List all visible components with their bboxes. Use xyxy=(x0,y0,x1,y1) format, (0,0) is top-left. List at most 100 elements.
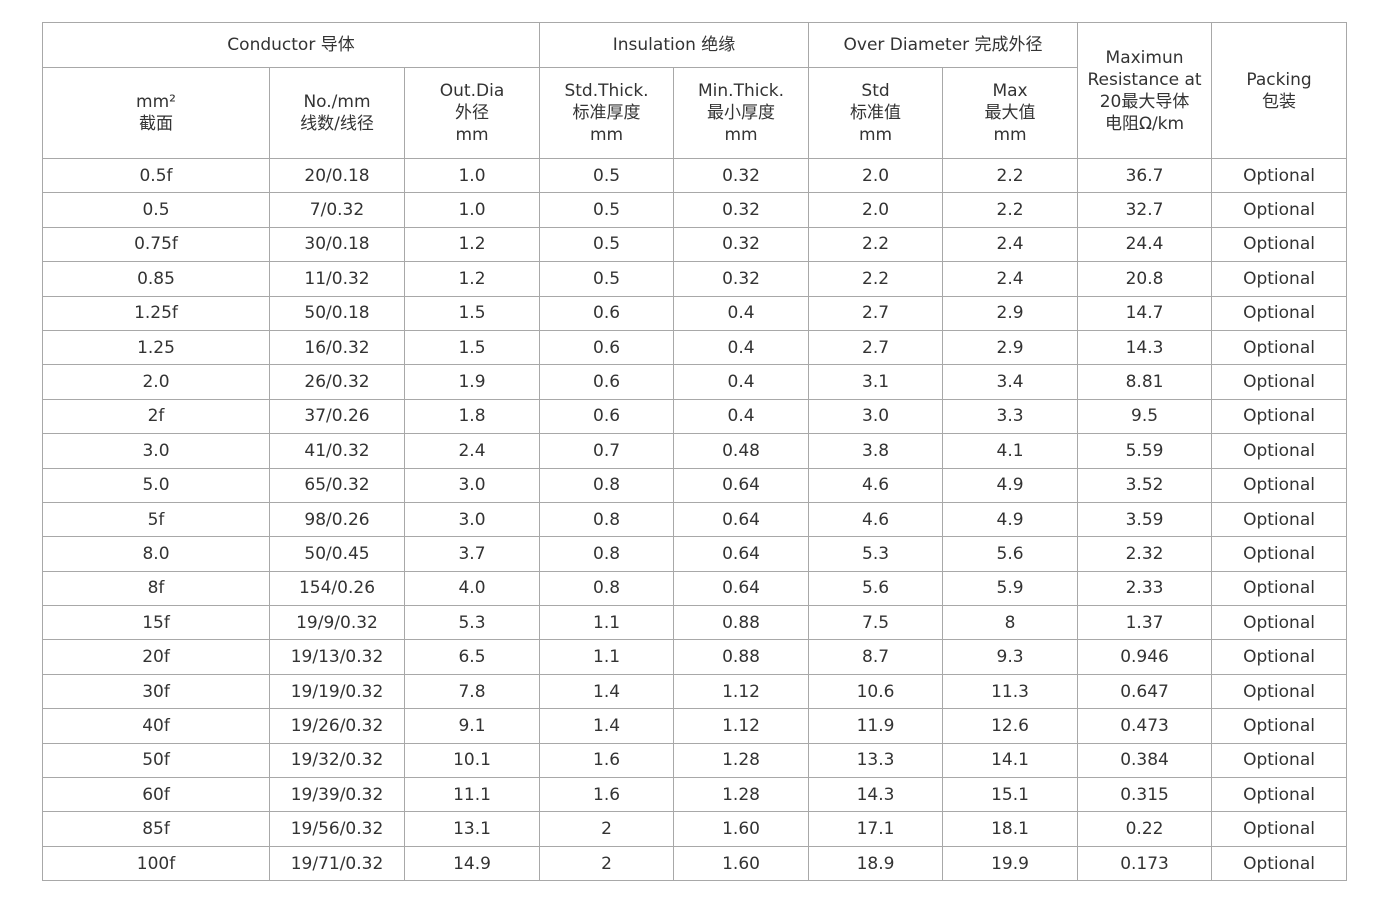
cell-std-thick: 0.6 xyxy=(539,364,675,400)
cell-resistance: 36.7 xyxy=(1077,157,1213,194)
cell-packing: Optional xyxy=(1211,433,1348,469)
cell-od-std: 2.7 xyxy=(808,295,944,331)
cell-strands: 37/0.26 xyxy=(269,398,405,435)
cell-od-std: 7.5 xyxy=(808,605,944,641)
cell-resistance: 0.473 xyxy=(1077,708,1213,744)
cell-strands: 30/0.18 xyxy=(269,226,405,263)
cell-packing: Optional xyxy=(1211,742,1348,779)
cell-packing: Optional xyxy=(1211,329,1348,366)
cell-strands: 50/0.45 xyxy=(269,536,405,572)
cell-strands: 19/56/0.32 xyxy=(269,811,405,847)
cell-od-std: 3.8 xyxy=(808,433,944,469)
cell-min-thick: 1.12 xyxy=(673,673,810,710)
cell-od-max: 3.3 xyxy=(942,398,1079,435)
cell-resistance: 0.384 xyxy=(1077,742,1213,779)
header-line: Maximun xyxy=(1105,47,1184,68)
cell-packing: Optional xyxy=(1211,673,1348,710)
cell-packing: Optional xyxy=(1211,261,1348,297)
cell-out-dia: 1.5 xyxy=(403,329,541,366)
cell-resistance: 0.22 xyxy=(1077,811,1213,847)
cell-area: 5.0 xyxy=(42,467,270,503)
cell-area: 15f xyxy=(42,605,270,641)
cell-resistance: 5.59 xyxy=(1077,433,1213,469)
cell-resistance: 24.4 xyxy=(1077,226,1213,263)
header-line: Std.Thick. xyxy=(564,81,649,101)
cell-resistance: 9.5 xyxy=(1077,398,1213,435)
cell-strands: 16/0.32 xyxy=(269,329,405,366)
cell-area: 1.25f xyxy=(42,295,270,331)
header-line: Max xyxy=(992,81,1028,101)
cell-strands: 7/0.32 xyxy=(269,192,405,228)
header-line: 线数/线径 xyxy=(300,114,374,134)
cell-od-std: 17.1 xyxy=(808,811,944,847)
cell-out-dia: 13.1 xyxy=(403,811,541,847)
cell-std-thick: 1.4 xyxy=(539,673,675,710)
cell-od-max: 14.1 xyxy=(942,742,1079,779)
cell-packing: Optional xyxy=(1211,501,1348,538)
cell-std-thick: 0.8 xyxy=(539,536,675,572)
cell-out-dia: 6.5 xyxy=(403,639,541,675)
header-line: 外径 xyxy=(455,103,490,123)
cell-out-dia: 2.4 xyxy=(403,433,541,469)
cell-strands: 19/39/0.32 xyxy=(269,777,405,813)
table-row: 5f 98/0.26 3.0 0.8 0.64 4.6 4.9 3.59 Optional xyxy=(42,501,1348,538)
cell-min-thick: 0.32 xyxy=(673,192,810,228)
cell-packing: Optional xyxy=(1211,295,1348,331)
header-line: Std xyxy=(861,81,890,101)
cell-strands: 50/0.18 xyxy=(269,295,405,331)
cell-area: 20f xyxy=(42,639,270,675)
col-od-std: Std 标准值 mm xyxy=(808,67,944,159)
col-packing: Packing 包装 xyxy=(1211,22,1348,159)
cell-od-max: 19.9 xyxy=(942,845,1079,882)
header-line: Min.Thick. xyxy=(698,81,785,101)
cell-od-max: 9.3 xyxy=(942,639,1079,675)
table-row: 2f 37/0.26 1.8 0.6 0.4 3.0 3.3 9.5 Optional xyxy=(42,398,1348,435)
cell-resistance: 2.33 xyxy=(1077,570,1213,607)
cell-od-std: 3.0 xyxy=(808,398,944,435)
cell-min-thick: 0.64 xyxy=(673,536,810,572)
cell-strands: 19/26/0.32 xyxy=(269,708,405,744)
cell-std-thick: 0.6 xyxy=(539,398,675,435)
group-over-diameter: Over Diameter 完成外径 xyxy=(808,22,1079,68)
cell-out-dia: 14.9 xyxy=(403,845,541,882)
cell-packing: Optional xyxy=(1211,192,1348,228)
cell-area: 1.25 xyxy=(42,329,270,366)
cell-out-dia: 1.2 xyxy=(403,261,541,297)
col-resistance: Maximun Resistance at 20最大导体 电阻Ω/km xyxy=(1077,22,1213,159)
cell-area: 0.85 xyxy=(42,261,270,297)
cell-packing: Optional xyxy=(1211,811,1348,847)
col-std-thick: Std.Thick. 标准厚度 mm xyxy=(539,67,675,159)
cell-out-dia: 3.0 xyxy=(403,501,541,538)
table-row: 0.5 7/0.32 1.0 0.5 0.32 2.0 2.2 32.7 Optional xyxy=(42,192,1348,228)
cell-od-max: 18.1 xyxy=(942,811,1079,847)
cell-std-thick: 0.6 xyxy=(539,295,675,331)
col-out-dia: Out.Dia 外径 mm xyxy=(403,67,541,159)
cell-area: 30f xyxy=(42,673,270,710)
cell-od-max: 4.9 xyxy=(942,467,1079,503)
cell-out-dia: 7.8 xyxy=(403,673,541,710)
cell-min-thick: 0.88 xyxy=(673,605,810,641)
cell-out-dia: 1.0 xyxy=(403,192,541,228)
cell-resistance: 20.8 xyxy=(1077,261,1213,297)
cell-out-dia: 10.1 xyxy=(403,742,541,779)
cell-min-thick: 0.32 xyxy=(673,261,810,297)
cell-min-thick: 0.4 xyxy=(673,364,810,400)
cell-resistance: 14.7 xyxy=(1077,295,1213,331)
cell-min-thick: 0.64 xyxy=(673,501,810,538)
cell-out-dia: 1.9 xyxy=(403,364,541,400)
cell-od-max: 2.4 xyxy=(942,261,1079,297)
cell-packing: Optional xyxy=(1211,777,1348,813)
cell-resistance: 1.37 xyxy=(1077,605,1213,641)
cell-strands: 19/13/0.32 xyxy=(269,639,405,675)
header-line: Out.Dia xyxy=(439,81,505,101)
cell-resistance: 0.946 xyxy=(1077,639,1213,675)
cell-min-thick: 0.32 xyxy=(673,157,810,194)
cell-area: 8.0 xyxy=(42,536,270,572)
cell-std-thick: 1.6 xyxy=(539,742,675,779)
cell-od-max: 5.6 xyxy=(942,536,1079,572)
cell-std-thick: 0.5 xyxy=(539,157,675,194)
cell-std-thick: 1.1 xyxy=(539,639,675,675)
cell-out-dia: 1.2 xyxy=(403,226,541,263)
header-line: 包装 xyxy=(1262,91,1297,112)
cell-min-thick: 0.64 xyxy=(673,570,810,607)
